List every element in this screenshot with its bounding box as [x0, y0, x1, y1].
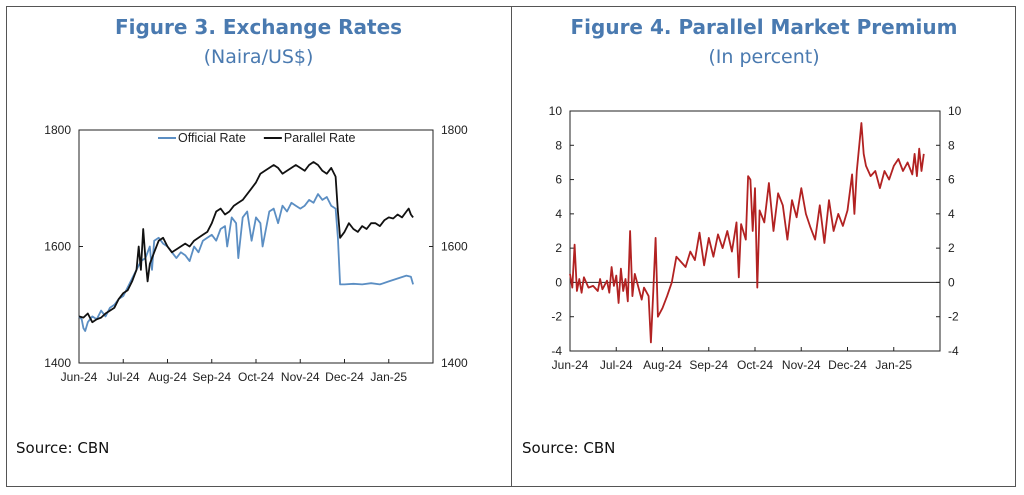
- figure-4-source: Source: CBN: [522, 439, 616, 457]
- y-tick-label-left: 4: [555, 207, 562, 221]
- x-tick-label: Oct-24: [238, 370, 274, 384]
- y-tick-label-right: 4: [948, 207, 955, 221]
- figure-4-chart: -4 -2 0 2 4 6 8 10 -4 -2 0 2 4 6 8 10 Jun-24 Jul-24 Aug-24…: [549, 104, 962, 372]
- series-line-official-rate: [78, 193, 414, 332]
- y-tick-label-right: 1800: [441, 123, 468, 137]
- x-tick-label: Jul-24: [107, 370, 140, 384]
- y-tick-label-left: -2: [551, 310, 562, 324]
- y-tick-label-left: 0: [555, 275, 562, 289]
- x-tick-label: Jun-24: [552, 358, 589, 372]
- figure-3-source: Source: CBN: [16, 439, 110, 457]
- y-tick-label-right: -2: [948, 310, 959, 324]
- y-tick-label-right: 8: [948, 138, 955, 152]
- figure-3-title: Figure 3. Exchange Rates: [114, 15, 403, 39]
- y-tick-label-left: 2: [555, 241, 562, 255]
- x-tick-label: Oct-24: [737, 358, 773, 372]
- panel-divider: [511, 6, 512, 487]
- y-tick-label-left: -4: [551, 344, 562, 358]
- y-tick-label-left: 6: [555, 173, 562, 187]
- plot-area-border: [569, 110, 941, 352]
- y-tick-label-right: 6: [948, 173, 955, 187]
- y-tick-label-right: 2: [948, 241, 955, 255]
- y-tick-label-left: 1600: [44, 240, 71, 254]
- figure-3-panel: Figure 3. Exchange Rates (Naira/US$) 140…: [6, 6, 511, 487]
- series-line-parallel-rate: [78, 161, 414, 324]
- x-tick-label: Nov-24: [782, 358, 821, 372]
- x-tick-label: Jul-24: [600, 358, 633, 372]
- y-tick-label-left: 1400: [44, 356, 71, 370]
- x-tick-label: Sep-24: [192, 370, 231, 384]
- y-tick-label-right: 1400: [441, 356, 468, 370]
- x-tick-label: Sep-24: [689, 358, 728, 372]
- y-tick-label-right: 10: [948, 104, 962, 118]
- figure-4-subtitle: (In percent): [708, 46, 820, 68]
- x-tick-label: Aug-24: [148, 370, 187, 384]
- figure-3-chart: 1400 1600 1800 1400 1600 1800 Jun-24 Jul-24 Aug-…: [44, 123, 468, 384]
- x-tick-label: Jun-24: [61, 370, 98, 384]
- y-tick-label-left: 8: [555, 138, 562, 152]
- legend-label: Official Rate: [178, 131, 246, 145]
- figure-4-title: Figure 4. Parallel Market Premium: [570, 15, 958, 39]
- x-tick-label: Nov-24: [281, 370, 320, 384]
- x-tick-label: Aug-24: [643, 358, 682, 372]
- x-tick-label: Dec-24: [828, 358, 867, 372]
- x-tick-label: Dec-24: [325, 370, 364, 384]
- figure-4-panel: Figure 4. Parallel Market Premium (In pe…: [512, 6, 1016, 487]
- x-tick-label: Jan-25: [875, 358, 912, 372]
- y-tick-label-right: 1600: [441, 240, 468, 254]
- y-tick-label-right: -4: [948, 344, 959, 358]
- figure-3-subtitle: (Naira/US$): [203, 46, 314, 68]
- y-tick-label-right: 0: [948, 275, 955, 289]
- plot-area-border: [78, 129, 434, 364]
- legend-label: Parallel Rate: [284, 131, 356, 145]
- x-tick-label: Jan-25: [370, 370, 407, 384]
- series-line-premium: [569, 122, 925, 344]
- y-tick-label-left: 1800: [44, 123, 71, 137]
- y-tick-label-left: 10: [549, 104, 563, 118]
